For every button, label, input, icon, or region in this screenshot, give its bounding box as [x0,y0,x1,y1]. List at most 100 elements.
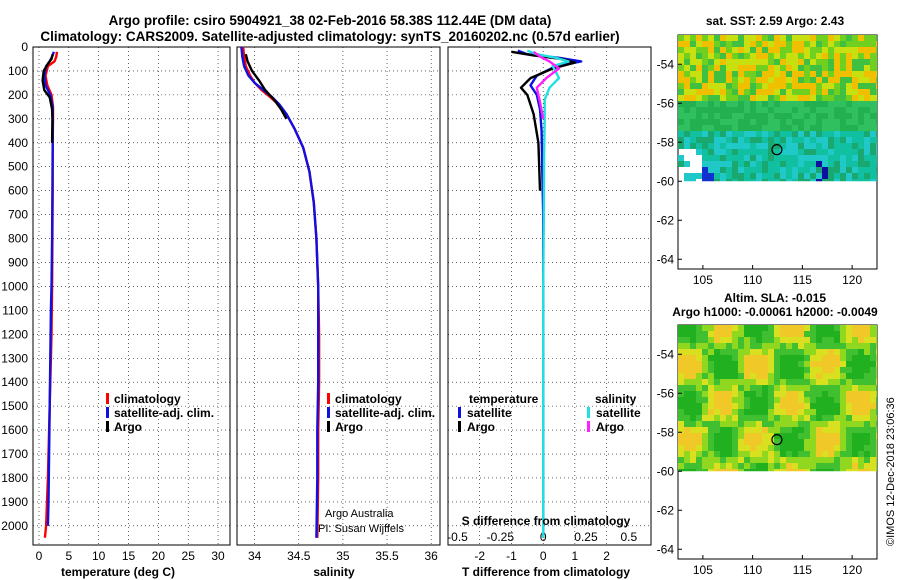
map-cell [792,361,798,367]
x-tick-label: 25 [182,549,196,563]
map-cell [816,451,822,457]
map-cell [864,155,870,161]
map-cell [822,385,828,391]
map-cell [840,415,846,421]
map-cell [696,125,702,131]
map-cell [702,331,708,337]
map-cell [858,367,864,373]
map-cell [864,451,870,457]
map-cell [708,397,714,403]
map-cell [690,47,696,53]
map-cell [798,421,804,427]
map-cell [678,385,684,391]
map-cell [708,155,714,161]
map-cell [756,409,762,415]
map-cell [738,161,744,167]
map-cell [756,71,762,77]
map-cell [852,343,858,349]
map-cell [792,463,798,469]
map-cell [702,379,708,385]
map-cell [774,427,780,433]
map-cell [864,427,870,433]
map-cell [804,361,810,367]
map-cell [780,53,786,59]
map-cell [846,361,852,367]
map-cell [702,451,708,457]
map-cell [780,173,786,179]
map-cell [786,451,792,457]
map-cell [750,373,756,379]
map-cell [702,95,708,101]
map-cell [726,457,732,463]
map-cell [702,349,708,355]
map-cell [744,367,750,373]
map-cell [792,427,798,433]
map-cell [696,149,702,155]
map-cell [864,337,870,343]
map-cell [678,137,684,143]
map-cell [804,385,810,391]
temperature-xlabel: temperature (deg C) [61,565,175,579]
map-cell [822,95,828,101]
map-cell [756,107,762,113]
map-cell [840,367,846,373]
map-cell [792,161,798,167]
map-cell [732,445,738,451]
map-cell [834,445,840,451]
map-cell [810,95,816,101]
map-cell [786,457,792,463]
map-cell [714,337,720,343]
map-cell [876,77,877,83]
map-cell [720,361,726,367]
map-cell [810,53,816,59]
map-cell [690,119,696,125]
map-cell [708,47,714,53]
map-cell [726,77,732,83]
map-y-tick-label: -62 [657,213,675,227]
map-cell [744,433,750,439]
map-cell [684,337,690,343]
map-cell [738,101,744,107]
map-cell [810,403,816,409]
map-y-tick-label: -56 [657,386,675,400]
map-cell [816,397,822,403]
map-cell [822,427,828,433]
map-cell [702,427,708,433]
map-cell [732,113,738,119]
map-x-tick-label: 105 [693,273,713,287]
map-cell [822,349,828,355]
legend-swatch-satellite-adj [106,407,109,418]
map-cell [840,179,846,182]
map-cell [870,415,876,421]
map-cell [678,113,684,119]
map-cell [732,47,738,53]
map-cell [690,337,696,343]
map-cell [780,179,786,182]
map-cell [714,349,720,355]
map-cell [762,427,768,433]
map-cell [780,331,786,337]
map-cell [852,409,858,415]
map-cell [678,427,684,433]
map-cell [840,137,846,143]
map-cell [810,35,816,41]
map-cell [810,89,816,95]
map-cell [762,349,768,355]
map-cell [678,83,684,89]
y-tick-label: 1500 [1,399,28,413]
map-cell [774,179,780,182]
map-cell [810,439,816,445]
map-cell [726,331,732,337]
map-cell [756,415,762,421]
map-cell [762,89,768,95]
map-cell [726,41,732,47]
map-cell [816,77,822,83]
map-cell [750,179,756,182]
map-cell [762,457,768,463]
map-cell [774,439,780,445]
map-cell [864,143,870,149]
map-cell [852,379,858,385]
map-cell [828,77,834,83]
map-cell [840,397,846,403]
map-cell [786,403,792,409]
